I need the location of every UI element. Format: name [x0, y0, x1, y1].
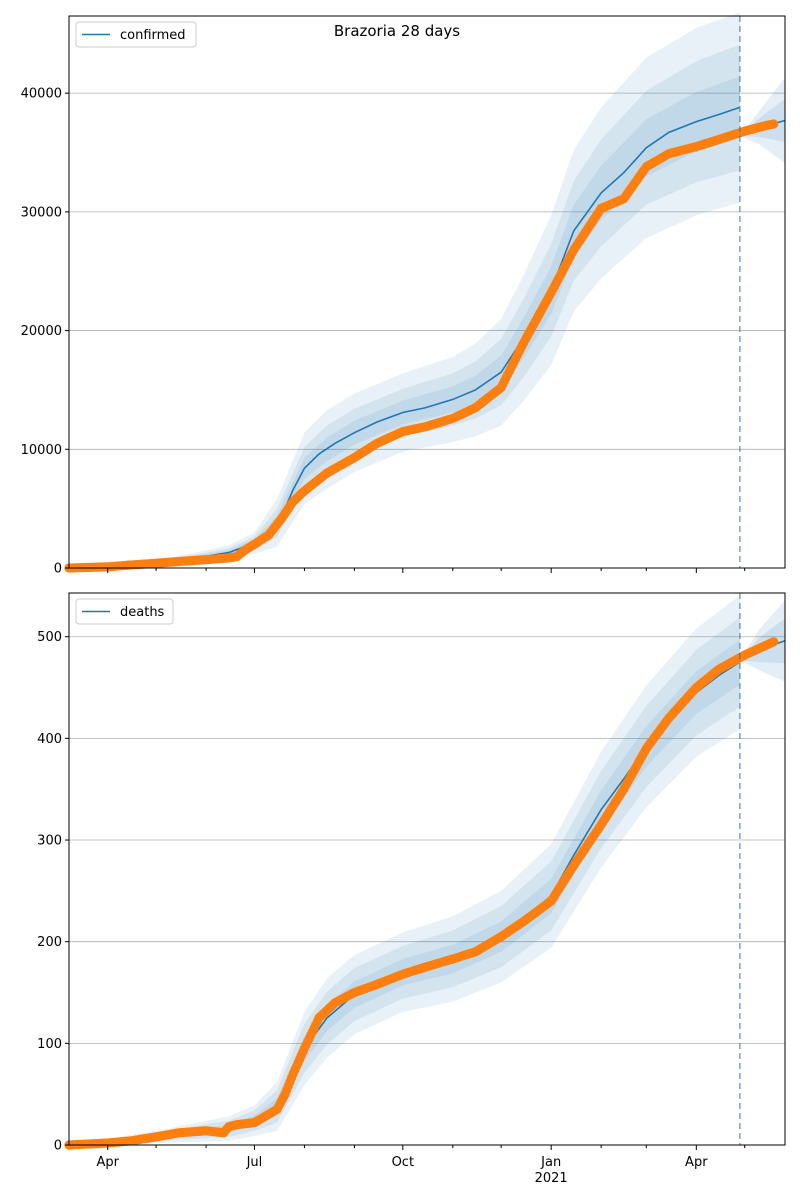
x-tick-label: Jan [540, 1155, 561, 1170]
uncertainty-band [69, 12, 740, 568]
y-tick-label: 500 [37, 630, 62, 645]
y-tick-label: 30000 [21, 205, 62, 220]
legend-box [75, 21, 197, 48]
confirmed-panel: 0 10000 20000 30000 40000 confirmed [21, 12, 786, 577]
extension-band [739, 99, 785, 142]
y-tick-label: 200 [37, 935, 62, 950]
y-tick-label: 40000 [21, 87, 62, 102]
y-tick-label: 0 [54, 1139, 62, 1154]
x-tick-label: Apr [96, 1155, 119, 1170]
y-tick-label: 20000 [21, 324, 62, 339]
legend: deaths [75, 598, 174, 625]
x-tick-sublabel: 2021 [535, 1171, 568, 1186]
legend-label: deaths [120, 605, 165, 620]
observed-point [769, 119, 779, 129]
chart-title: Brazoria 28 days [334, 22, 460, 40]
y-tick-label: 100 [37, 1037, 62, 1052]
legend: confirmed [75, 21, 197, 48]
y-tick-label: 300 [37, 834, 62, 849]
extension-band [739, 77, 785, 164]
uncertainty-band [69, 76, 740, 569]
plot-frame [68, 592, 786, 1146]
x-tick-label: Jul [246, 1155, 263, 1170]
y-tick-label: 10000 [21, 443, 62, 458]
x-tick-label: Apr [685, 1155, 708, 1170]
legend-label: confirmed [120, 28, 186, 43]
uncertainty-band [69, 595, 740, 1145]
plot-frame [68, 15, 786, 569]
legend-box [75, 598, 174, 625]
uncertainty-band [69, 44, 740, 569]
observed-point [769, 637, 779, 647]
extension-band [739, 600, 785, 682]
y-tick-label: 400 [37, 732, 62, 747]
deaths-panel: 0 100 200 300 400 500 Apr Jul Oct Jan Apr 2021 death… [37, 592, 786, 1186]
y-tick-label: 0 [54, 562, 62, 577]
x-tick-label: Oct [392, 1155, 414, 1170]
